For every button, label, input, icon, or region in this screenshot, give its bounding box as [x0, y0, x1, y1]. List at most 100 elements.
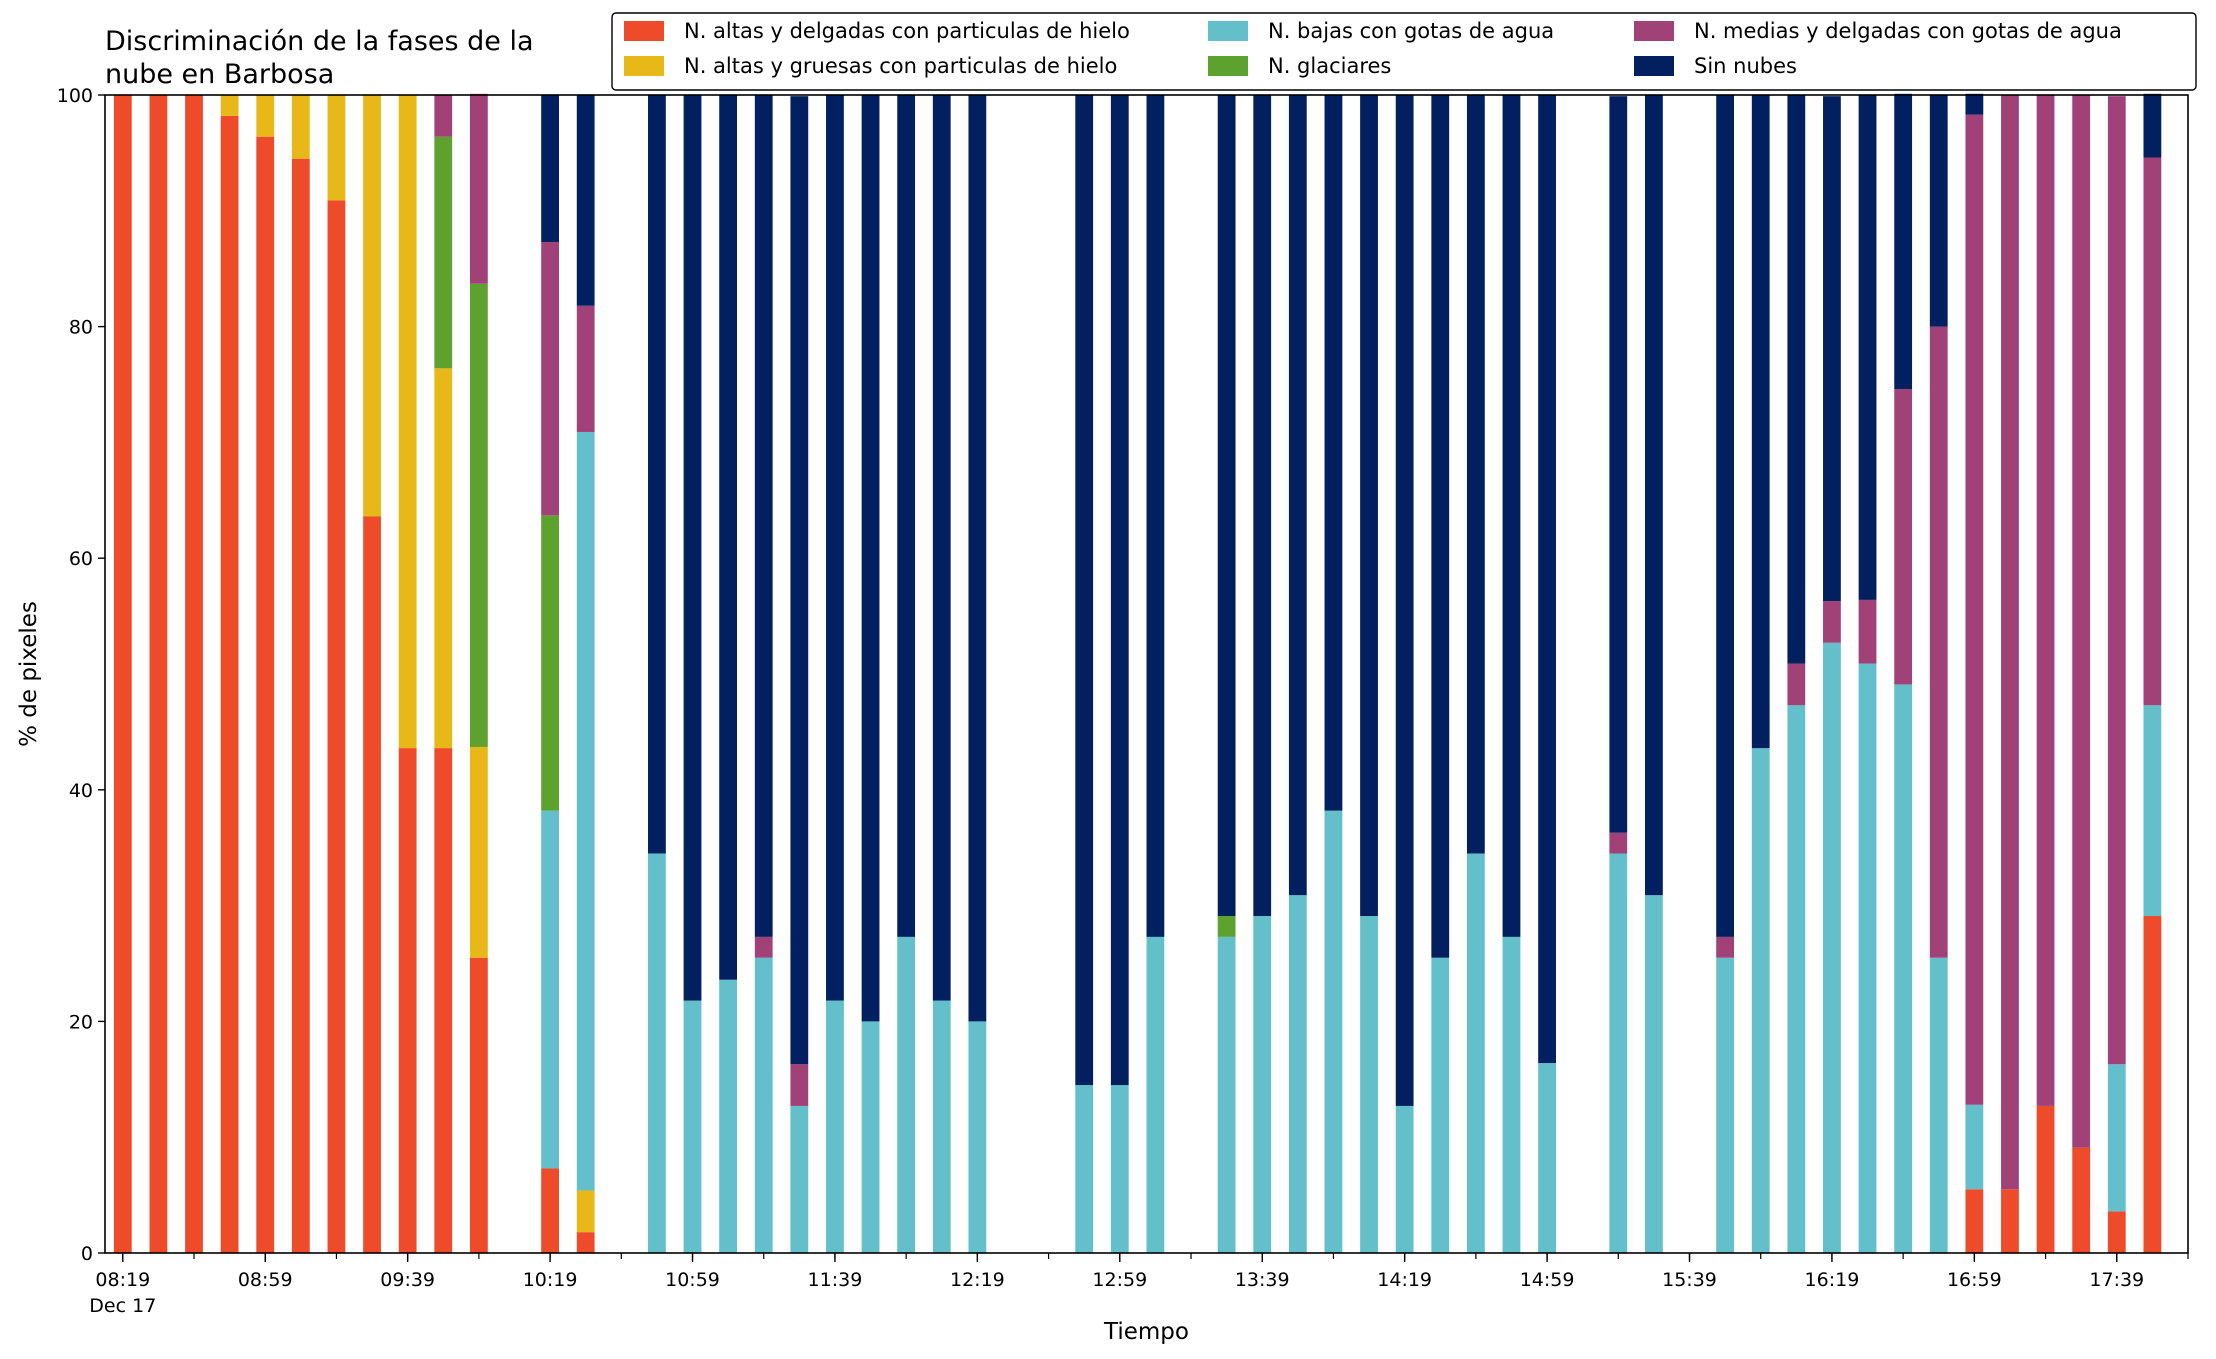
bar-segment-0859-s0 [256, 136, 275, 1254]
bar-segment-1619-s2 [1823, 642, 1841, 1253]
bar-segment-1109-s5 [719, 95, 738, 980]
bar-segment-1609-s4 [1787, 663, 1806, 706]
bar-segment-1429-s2 [1431, 957, 1450, 1253]
legend-label: Sin nubes [1694, 54, 1797, 78]
bar-segment-1049-s5 [648, 95, 666, 854]
bar-segment-1059-s2 [683, 1000, 702, 1253]
bar-segment-0849-s1 [220, 95, 239, 116]
bar-segment-1559-s5 [1751, 95, 1770, 749]
bar-segment-1029-s2 [576, 431, 595, 1191]
x-tick-label: 08:59 [238, 1269, 293, 1291]
bar-segment-1209-s5 [932, 95, 951, 1001]
y-tick-label: 80 [69, 317, 93, 339]
bar-segment-1119-s5 [754, 95, 773, 937]
bar-segment-0959-s3 [469, 283, 488, 747]
bar-segment-1459-s2 [1538, 1063, 1556, 1253]
bar-segment-1719-s0 [2036, 1105, 2055, 1253]
bar-segment-1409-s2 [1360, 916, 1378, 1253]
bar-segment-1649-s5 [1929, 95, 1948, 327]
legend-swatch [1208, 21, 1248, 41]
x-tick-label: 10:19 [523, 1269, 578, 1291]
bar-segment-1259-s2 [1110, 1085, 1129, 1253]
bar-segment-1049-s2 [648, 853, 666, 1253]
y-axis: 0 20 40 60 80 100 [57, 85, 105, 1265]
bar-segment-0939-s1 [398, 95, 417, 749]
bar-segment-1659-s0 [1965, 1189, 1984, 1253]
bar-segment-1329-s5 [1217, 95, 1236, 917]
bar-segment-1429-s5 [1431, 95, 1450, 958]
bar-segment-1749-s4 [2143, 157, 2162, 706]
bar-segment-1339-s5 [1253, 95, 1272, 917]
bar-segment-1629-s2 [1858, 663, 1877, 1253]
x-axis: 08:19 Dec 17 08:59 09:39 10:19 10:59 11:39 12:1… [89, 1253, 2189, 1317]
bar-segment-0819-s0 [113, 95, 132, 1253]
legend-swatch [1634, 21, 1674, 41]
bar-segment-1109-s2 [719, 979, 738, 1253]
bar-segment-1329-s2 [1217, 936, 1236, 1253]
bar-segment-0939-s0 [398, 748, 417, 1253]
legend-label: N. altas y gruesas con particulas de hie… [684, 54, 1117, 78]
bar-segment-1029-s0 [576, 1232, 595, 1253]
bar-segment-0919-s1 [327, 95, 346, 201]
bar-segment-1659-s4 [1965, 114, 1984, 1105]
bar-segment-1139-s5 [826, 95, 844, 1001]
x-tick-date-label: Dec 17 [89, 1295, 156, 1317]
bar-segment-1119-s2 [754, 957, 773, 1253]
plot-frame [104, 94, 2189, 1254]
bar-segment-1029-s1 [576, 1190, 595, 1233]
x-axis-label: Tiempo [1103, 1319, 1189, 1345]
x-tick-label: 14:59 [1520, 1269, 1575, 1291]
bar-segment-1059-s5 [683, 95, 702, 1001]
bar-segment-0909-s1 [291, 95, 310, 159]
bar-segment-1419-s2 [1395, 1105, 1414, 1253]
bar-segment-1549-s5 [1716, 95, 1735, 937]
legend-frame [611, 12, 2197, 91]
x-tick-label: 16:19 [1805, 1269, 1860, 1291]
bar-segment-1549-s2 [1716, 957, 1735, 1253]
bar-segment-1739-s4 [2107, 96, 2126, 1065]
x-tick-label: 15:39 [1662, 1269, 1717, 1291]
bar-segment-1129-s2 [790, 1105, 809, 1253]
bar-segment-1149-s5 [861, 95, 880, 1022]
bar-segment-0909-s0 [291, 158, 310, 1254]
bar-segment-1639-s4 [1894, 389, 1913, 685]
bar-segment-1259-s5 [1110, 95, 1129, 1086]
chart-title-line-2: nube en Barbosa [105, 59, 334, 90]
bar-segment-1359-s5 [1324, 95, 1343, 811]
bars-group [113, 93, 2162, 1254]
x-tick-label: 11:39 [808, 1269, 863, 1291]
bar-segment-1519-s5 [1609, 96, 1628, 833]
bar-segment-0829-s0 [149, 95, 168, 1253]
bar-segment-1019-s0 [541, 1168, 559, 1253]
bar-segment-1439-s5 [1466, 95, 1485, 854]
bar-segment-1339-s2 [1253, 916, 1272, 1253]
bar-segment-0859-s1 [256, 95, 275, 137]
bar-segment-1619-s4 [1823, 601, 1841, 643]
bar-segment-1749-s0 [2143, 916, 2162, 1253]
bar-segment-1349-s5 [1288, 95, 1307, 896]
bar-segment-1129-s4 [790, 1064, 809, 1106]
bar-segment-1139-s2 [826, 1000, 844, 1253]
bar-segment-1309-s2 [1146, 936, 1165, 1253]
bar-segment-1659-s2 [1965, 1104, 1984, 1190]
bar-segment-0929-s1 [363, 95, 381, 517]
bar-segment-1209-s2 [932, 1000, 951, 1253]
bar-segment-1529-s5 [1645, 95, 1663, 896]
legend-swatch [1208, 56, 1248, 76]
legend-label: N. glaciares [1268, 54, 1391, 78]
bar-segment-1629-s5 [1858, 95, 1877, 600]
x-tick-label: 14:19 [1377, 1269, 1432, 1291]
bar-segment-1729-s4 [2072, 95, 2091, 1148]
bar-segment-1019-s2 [541, 810, 559, 1169]
bar-segment-1639-s5 [1894, 93, 1913, 390]
bar-segment-0949-s3 [434, 136, 453, 369]
bar-segment-1439-s2 [1466, 853, 1485, 1253]
legend-label: N. bajas con gotas de agua [1268, 19, 1554, 43]
bar-segment-0949-s1 [434, 368, 453, 749]
legend-label: N. altas y delgadas con particulas de hi… [684, 19, 1130, 43]
bar-segment-1029-s5 [576, 95, 595, 306]
bar-segment-1659-s5 [1965, 93, 1984, 115]
legend-swatch [624, 56, 664, 76]
